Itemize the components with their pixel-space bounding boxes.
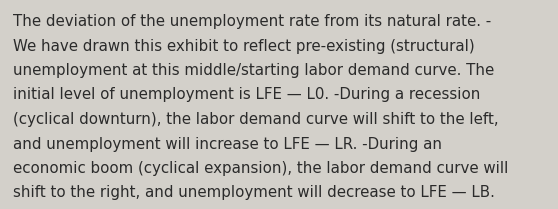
Text: unemployment at this middle/starting labor demand curve. The: unemployment at this middle/starting lab… xyxy=(13,63,494,78)
Text: shift to the right, and unemployment will decrease to LFE — LB.: shift to the right, and unemployment wil… xyxy=(13,186,495,200)
Text: initial level of unemployment is LFE — L0. -During a recession: initial level of unemployment is LFE — L… xyxy=(13,88,480,102)
Text: (cyclical downturn), the labor demand curve will shift to the left,: (cyclical downturn), the labor demand cu… xyxy=(13,112,499,127)
Text: economic boom (cyclical expansion), the labor demand curve will: economic boom (cyclical expansion), the … xyxy=(13,161,508,176)
Text: We have drawn this exhibit to reflect pre-existing (structural): We have drawn this exhibit to reflect pr… xyxy=(13,38,475,54)
Text: The deviation of the unemployment rate from its natural rate. -: The deviation of the unemployment rate f… xyxy=(13,14,491,29)
Text: and unemployment will increase to LFE — LR. -During an: and unemployment will increase to LFE — … xyxy=(13,136,442,152)
